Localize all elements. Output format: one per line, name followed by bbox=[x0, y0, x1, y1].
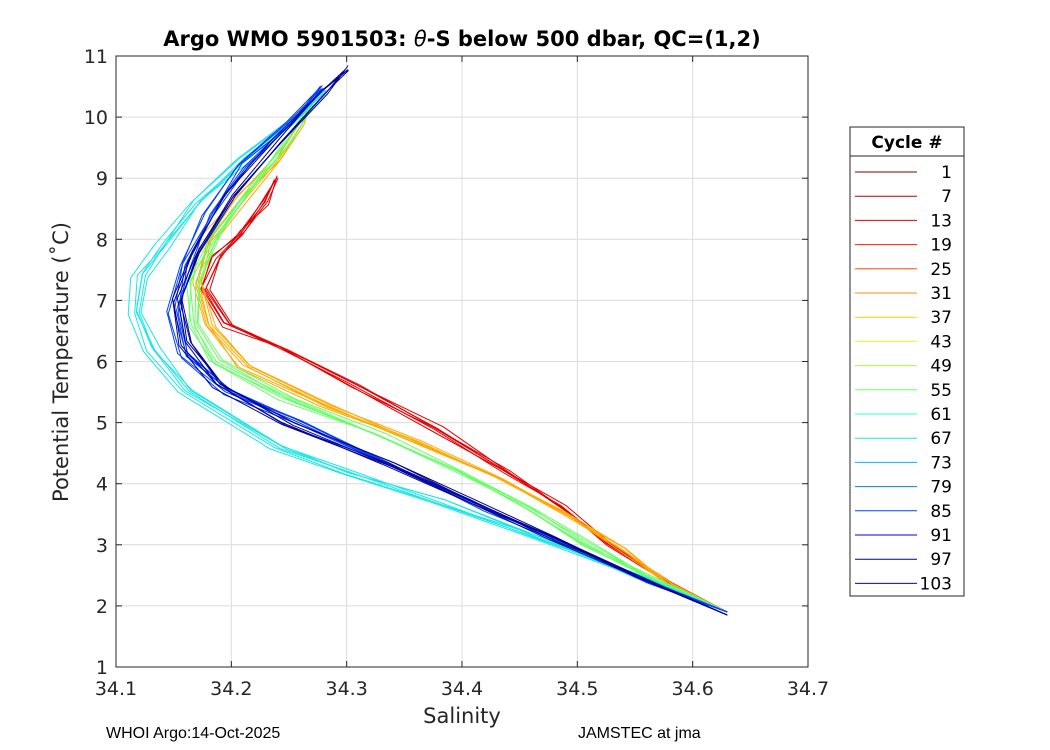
legend-label: 103 bbox=[920, 574, 952, 594]
axis-ticks: 34.1 34.2 34.3 34.4 34.5 34.6 34.7 1 2 3 4 5 6 7 8 9 10 1… bbox=[84, 46, 829, 700]
profile-line bbox=[140, 93, 728, 613]
y-tick-label: 11 bbox=[84, 46, 108, 68]
legend-entries: 1 7 13 19 25 31 37 43 49 55 61 67 73 79 85 91 97 103 bbox=[855, 163, 952, 594]
y-tick-label: 4 bbox=[96, 474, 108, 496]
y-tick-label: 10 bbox=[84, 107, 108, 129]
x-tick-label: 34.5 bbox=[556, 678, 598, 700]
legend-label: 91 bbox=[930, 526, 952, 546]
profile-line bbox=[176, 69, 728, 616]
legend-label: 61 bbox=[930, 405, 952, 425]
x-axis-label: Salinity bbox=[423, 704, 501, 728]
profile-line bbox=[181, 69, 728, 616]
profile-line bbox=[134, 91, 728, 613]
y-tick-label: 9 bbox=[96, 168, 108, 190]
x-tick-label: 34.4 bbox=[441, 678, 483, 700]
legend-label: 31 bbox=[930, 284, 952, 304]
x-tick-label: 34.6 bbox=[672, 678, 714, 700]
legend-label: 73 bbox=[930, 453, 952, 473]
legend-title: Cycle # bbox=[871, 133, 942, 153]
chart-title-prefix: Argo WMO 5901503: bbox=[163, 27, 414, 51]
y-tick-label: 6 bbox=[96, 352, 108, 374]
x-tick-label: 34.1 bbox=[95, 678, 137, 700]
footer-credit-right: JAMSTEC at jma bbox=[578, 725, 701, 742]
theta-symbol: θ bbox=[414, 27, 427, 51]
profile-line bbox=[186, 104, 728, 613]
legend-box bbox=[849, 126, 965, 597]
y-tick-label: 3 bbox=[96, 535, 108, 557]
x-tick-label: 34.7 bbox=[787, 678, 829, 700]
chart-title-suffix: -S below 500 dbar, QC=(1,2) bbox=[427, 27, 761, 51]
profile-line bbox=[188, 105, 728, 613]
y-tick-label: 1 bbox=[96, 657, 108, 679]
y-axis-label: Potential Temperature (˚C) bbox=[49, 222, 73, 502]
legend-label: 37 bbox=[930, 308, 952, 328]
x-tick-label: 34.2 bbox=[210, 678, 252, 700]
legend-label: 19 bbox=[930, 236, 952, 256]
chart-title: Argo WMO 5901503: θ-S below 500 dbar, QC… bbox=[163, 27, 760, 51]
profile-line bbox=[127, 92, 728, 613]
legend-label: 67 bbox=[930, 429, 952, 449]
legend-label: 55 bbox=[930, 381, 952, 401]
x-tick-label: 34.3 bbox=[326, 678, 368, 700]
legend-label: 49 bbox=[930, 357, 952, 377]
profile-curves bbox=[127, 65, 728, 616]
legend-label: 1 bbox=[941, 163, 952, 183]
legend-label: 97 bbox=[930, 550, 952, 570]
legend-label: 25 bbox=[930, 260, 952, 280]
legend-label: 43 bbox=[930, 332, 952, 352]
y-tick-label: 2 bbox=[96, 596, 108, 618]
profile-line bbox=[200, 178, 728, 613]
profile-line bbox=[135, 94, 728, 613]
legend-label: 7 bbox=[941, 187, 952, 207]
footer-credit-left: WHOI Argo:14-Oct-2025 bbox=[106, 725, 281, 742]
profile-line bbox=[173, 70, 728, 616]
profile-line bbox=[172, 69, 728, 616]
y-tick-label: 8 bbox=[96, 229, 108, 251]
y-tick-label: 7 bbox=[96, 290, 108, 312]
legend-label: 13 bbox=[930, 211, 952, 231]
legend-label: 85 bbox=[930, 502, 952, 522]
y-tick-label: 5 bbox=[96, 413, 108, 435]
legend: Cycle # 1 7 13 19 25 31 37 43 49 55 61 67 73 79 85 91 97… bbox=[849, 126, 965, 597]
profile-line bbox=[200, 96, 728, 613]
grid-lines bbox=[116, 56, 808, 667]
legend-label: 79 bbox=[930, 478, 952, 498]
profile-line bbox=[197, 106, 728, 613]
